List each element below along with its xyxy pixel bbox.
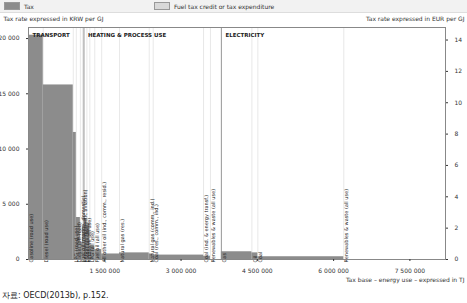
svg-text:20 000: 20 000 bbox=[0, 34, 20, 41]
svg-text:Gasoline (road use): Gasoline (road use) bbox=[28, 213, 35, 263]
svg-text:5 000: 5 000 bbox=[2, 200, 19, 207]
svg-text:15 000: 15 000 bbox=[0, 90, 20, 97]
svg-text:All other oil (ind., comm., re: All other oil (ind., comm., resid.) bbox=[101, 182, 107, 263]
svg-text:Renewables & waste (all use): Renewables & waste (all use) bbox=[343, 189, 349, 263]
svg-text:12: 12 bbox=[455, 67, 463, 74]
svg-text:7 500 000: 7 500 000 bbox=[395, 267, 426, 274]
svg-text:Renewables & waste (all use): Renewables & waste (all use) bbox=[210, 189, 216, 263]
svg-text:2: 2 bbox=[455, 224, 459, 231]
svg-text:Diesel (off-road): Diesel (off-road) bbox=[75, 222, 82, 263]
svg-text:6: 6 bbox=[455, 161, 459, 168]
svg-text:LPG (all use): LPG (all use) bbox=[89, 231, 96, 263]
svg-text:10 000: 10 000 bbox=[0, 145, 20, 152]
svg-text:Coal (ind. & energy transf.): Coal (ind. & energy transf.) bbox=[203, 194, 210, 263]
html-text:자료: OECD(2013b), p.152.: 자료: OECD(2013b), p.152. bbox=[2, 291, 109, 300]
svg-text:Fuel oil (all use): Fuel oil (all use) bbox=[94, 223, 100, 262]
svg-text:3 000 000: 3 000 000 bbox=[166, 267, 197, 274]
svg-text:HEATING & PROCESS USE: HEATING & PROCESS USE bbox=[88, 32, 166, 38]
svg-text:Tax rate expressed in KRW per: Tax rate expressed in KRW per GJ bbox=[3, 15, 104, 23]
svg-text:Gas: Gas bbox=[221, 253, 227, 263]
svg-text:Diesel (road use): Diesel (road use) bbox=[43, 220, 49, 263]
svg-text:0: 0 bbox=[455, 255, 459, 262]
svg-text:8: 8 bbox=[455, 130, 459, 137]
svg-text:Coal (res., comm., ind.): Coal (res., comm., ind.) bbox=[153, 204, 159, 263]
svg-text:6 000 000: 6 000 000 bbox=[318, 267, 349, 274]
svg-text:TRANSPORT: TRANSPORT bbox=[33, 32, 71, 38]
svg-text:1 500 000: 1 500 000 bbox=[90, 267, 121, 274]
svg-text:10: 10 bbox=[455, 99, 463, 106]
svg-text:4: 4 bbox=[455, 193, 459, 200]
html-text:Fuel tax credit or tax expendi: Fuel tax credit or tax expenditure bbox=[173, 2, 275, 10]
svg-text:4 500 000: 4 500 000 bbox=[242, 267, 273, 274]
svg-text:Tax rate expressed in EUR per: Tax rate expressed in EUR per GJ bbox=[365, 15, 465, 23]
svg-text:ELECTRICITY: ELECTRICITY bbox=[225, 32, 265, 38]
svg-text:14: 14 bbox=[455, 36, 463, 43]
svg-text:Coal: Coal bbox=[257, 251, 263, 262]
svg-text:Tax base – energy use – expres: Tax base – energy use – expressed in TJ bbox=[345, 276, 465, 284]
svg-text:Natural gas (res.): Natural gas (res.) bbox=[119, 219, 126, 263]
html-text:Tax: Tax bbox=[24, 2, 34, 10]
svg-text:0: 0 bbox=[16, 255, 20, 262]
